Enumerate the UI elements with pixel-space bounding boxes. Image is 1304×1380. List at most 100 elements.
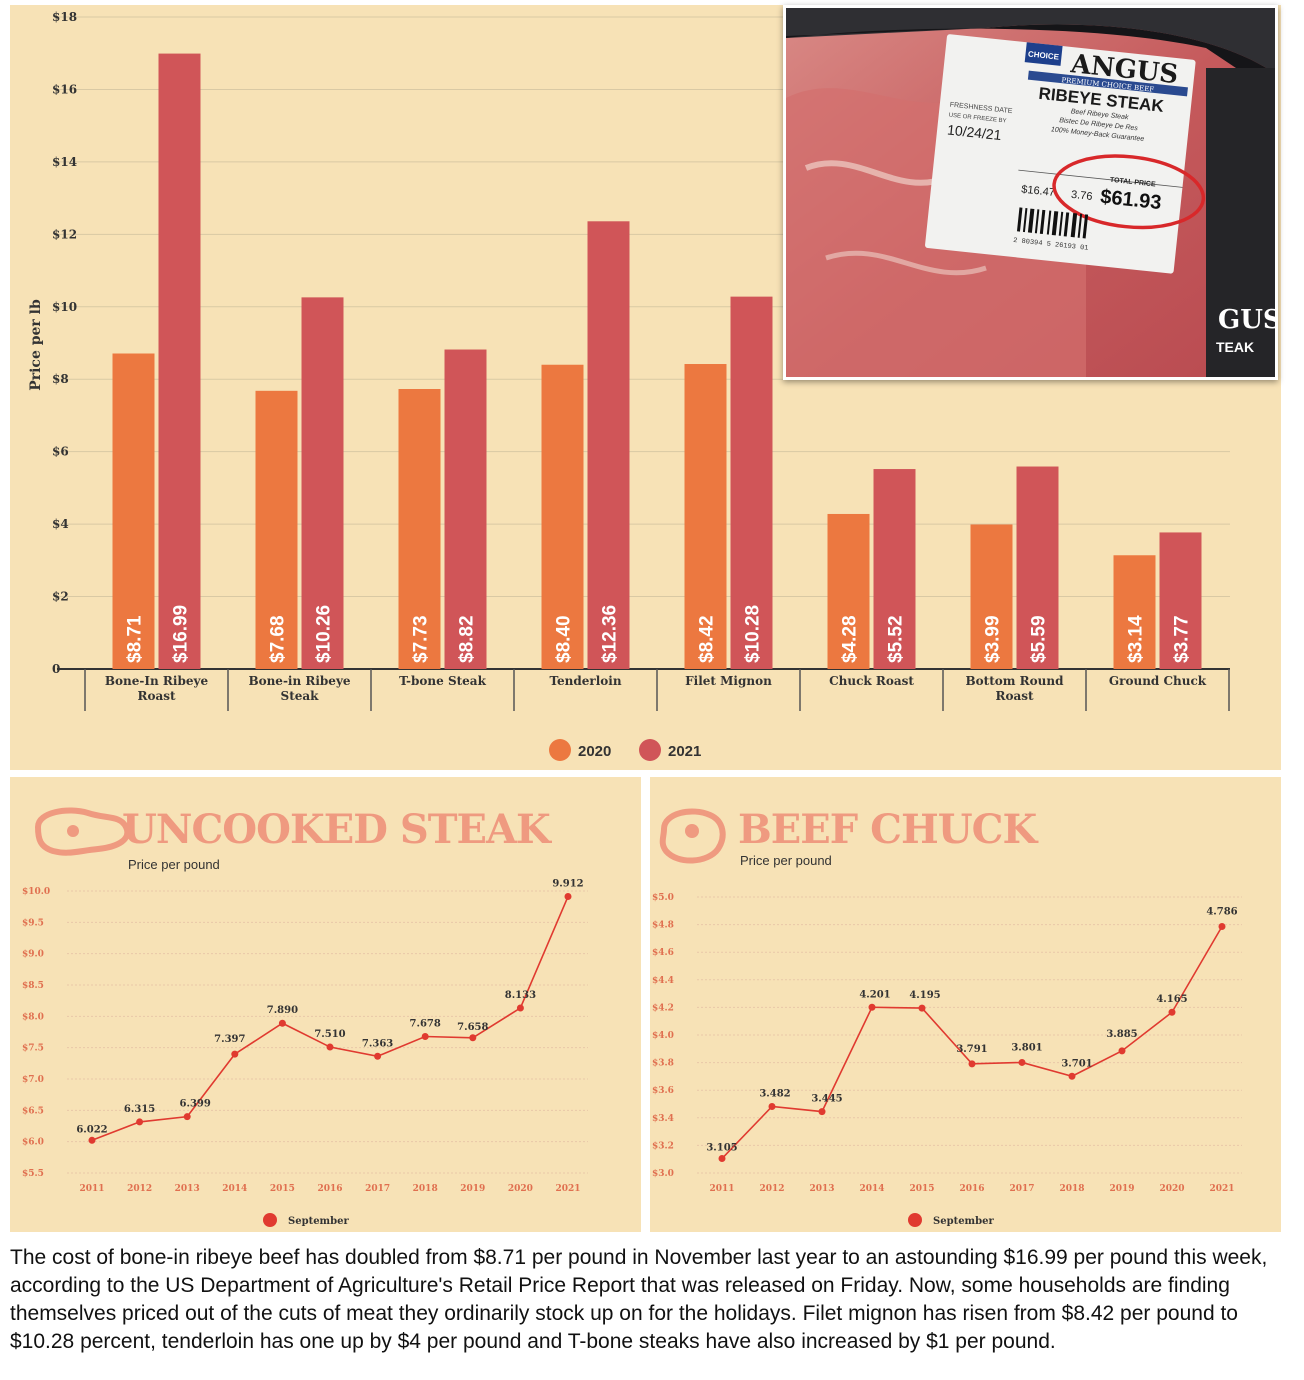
bar-2020 bbox=[398, 389, 441, 669]
x-tick-label: 2020 bbox=[508, 1184, 533, 1194]
y-tick-label: $2 bbox=[52, 590, 69, 604]
y-tick-label: $7.0 bbox=[22, 1075, 44, 1085]
beef-chuck-chart: BEEF CHUCK Price per pound $3.0 $3.2 $3.4 $… bbox=[652, 806, 1242, 1227]
y-tick-label: $8.5 bbox=[22, 981, 44, 991]
data-point bbox=[278, 1019, 286, 1027]
y-tick-label: $10.0 bbox=[22, 887, 50, 897]
data-point-label: 7.678 bbox=[410, 1019, 441, 1030]
x-tick-label: 2019 bbox=[460, 1184, 485, 1194]
data-point bbox=[818, 1108, 826, 1116]
data-point-label: 3.885 bbox=[1106, 1029, 1137, 1040]
data-point-label: 3.791 bbox=[956, 1044, 987, 1055]
side-sticker-text: GUS bbox=[1218, 305, 1278, 335]
y-tick-label: $10 bbox=[52, 300, 77, 314]
data-point-label: 7.510 bbox=[314, 1029, 345, 1040]
y-tick-label: $5.0 bbox=[652, 893, 674, 903]
y-tick-label: $5.5 bbox=[22, 1169, 44, 1179]
legend-dot-2021 bbox=[639, 739, 661, 761]
bar-value-label: $3.14 bbox=[1126, 615, 1147, 663]
data-point-label: 3.482 bbox=[759, 1088, 790, 1099]
data-point-label: 4.165 bbox=[1156, 994, 1187, 1005]
y-tick-label: $14 bbox=[52, 155, 77, 169]
steak-chart-title: UNCOOKED STEAK bbox=[122, 806, 552, 853]
data-point-label: 3.105 bbox=[706, 1143, 737, 1154]
barcode bbox=[1016, 207, 1089, 239]
bar-2020 bbox=[827, 513, 870, 669]
y-tick-label: $3.8 bbox=[652, 1059, 674, 1069]
data-point-label: 9.912 bbox=[552, 879, 583, 890]
data-point-label: 3.801 bbox=[1011, 1042, 1042, 1053]
bar-2020 bbox=[255, 390, 298, 669]
category-label: Bone-In Ribeye bbox=[105, 674, 209, 688]
category-label: Ground Chuck bbox=[1109, 674, 1207, 688]
chuck-legend-label: September bbox=[933, 1216, 994, 1227]
net-weight: 3.76 bbox=[1070, 189, 1093, 203]
bar-value-label: $8.42 bbox=[697, 615, 718, 663]
y-tick-label: $8.0 bbox=[22, 1012, 44, 1022]
y-tick-label: $3.4 bbox=[652, 1114, 674, 1124]
bar-value-label: $3.77 bbox=[1172, 615, 1193, 663]
bar-value-label: $4.28 bbox=[840, 615, 861, 663]
price-per-lb: $16.47 bbox=[1021, 184, 1056, 199]
data-point-label: 3.445 bbox=[811, 1094, 842, 1105]
data-point-label: 4.201 bbox=[859, 989, 890, 1000]
tray-edge bbox=[786, 8, 1275, 74]
bar-2020 bbox=[541, 364, 584, 669]
y-tick-label: $6.0 bbox=[22, 1138, 44, 1148]
x-tick-label: 2019 bbox=[1109, 1184, 1134, 1194]
data-point bbox=[231, 1050, 239, 1058]
x-tick-label: 2013 bbox=[175, 1184, 200, 1194]
x-tick-label: 2016 bbox=[959, 1184, 984, 1194]
data-point bbox=[718, 1155, 726, 1163]
data-point bbox=[88, 1136, 96, 1144]
data-point-label: 3.701 bbox=[1061, 1058, 1092, 1069]
category-label: T-bone Steak bbox=[399, 674, 486, 688]
bar-2021 bbox=[158, 53, 201, 669]
data-point-label: 6.022 bbox=[76, 1124, 107, 1135]
chuck-chart-subtitle: Price per pound bbox=[740, 853, 832, 868]
category-label: Roast bbox=[137, 689, 176, 703]
bar-value-label: $7.68 bbox=[268, 615, 289, 663]
x-tick-label: 2021 bbox=[1209, 1184, 1234, 1194]
chuck-legend-dot bbox=[908, 1213, 922, 1227]
photo-illustration: CHOICE ANGUS PREMIUM CHOICE BEEF RIBEYE … bbox=[786, 8, 1278, 377]
bar-value-label: $8.71 bbox=[125, 615, 146, 663]
bar-2020 bbox=[112, 353, 155, 669]
y-tick-label: $9.5 bbox=[22, 918, 44, 928]
line-series bbox=[91, 896, 569, 1142]
bar-2021 bbox=[444, 349, 487, 669]
data-point bbox=[1218, 923, 1226, 931]
x-tick-label: 2014 bbox=[222, 1184, 247, 1194]
beef-chuck-panel: BEEF CHUCK Price per pound $3.0 $3.2 $3.4 $… bbox=[650, 777, 1281, 1232]
y-tick-label: $12 bbox=[52, 227, 77, 241]
x-tick-label: 2015 bbox=[270, 1184, 295, 1194]
y-axis-label: Price per lb bbox=[28, 299, 44, 391]
data-point bbox=[136, 1118, 144, 1126]
y-tick-label: $4.4 bbox=[652, 976, 674, 986]
total-price-label: TOTAL PRICE bbox=[1109, 177, 1156, 189]
x-tick-label: 2011 bbox=[709, 1184, 734, 1194]
side-sticker-text2: TEAK bbox=[1216, 339, 1254, 355]
data-point bbox=[421, 1033, 429, 1041]
y-tick-label: $7.5 bbox=[22, 1044, 44, 1054]
y-tick-label: 0 bbox=[52, 662, 60, 676]
y-tick-label: $6 bbox=[52, 445, 69, 459]
steak-icon bbox=[34, 807, 131, 856]
legend-dot-2020 bbox=[549, 739, 571, 761]
data-point bbox=[183, 1113, 191, 1121]
price-sticker: CHOICE ANGUS PREMIUM CHOICE BEEF RIBEYE … bbox=[925, 34, 1206, 274]
bar-value-label: $8.40 bbox=[554, 615, 575, 663]
data-point-label: 6.315 bbox=[124, 1104, 155, 1115]
data-point bbox=[564, 893, 572, 901]
data-point bbox=[868, 1003, 876, 1011]
data-point-label: 8.133 bbox=[505, 990, 536, 1001]
x-tick-label: 2013 bbox=[809, 1184, 834, 1194]
bar-value-label: $10.28 bbox=[743, 605, 764, 663]
chuck-chart-title: BEEF CHUCK bbox=[738, 806, 1038, 853]
bar-value-label: $8.82 bbox=[457, 615, 478, 663]
data-point-label: 4.195 bbox=[909, 990, 940, 1001]
legend-label-2020: 2020 bbox=[578, 743, 611, 760]
data-point-label: 7.363 bbox=[362, 1038, 393, 1049]
y-tick-label: $4.0 bbox=[652, 1031, 674, 1041]
y-tick-label: $6.5 bbox=[22, 1106, 44, 1116]
